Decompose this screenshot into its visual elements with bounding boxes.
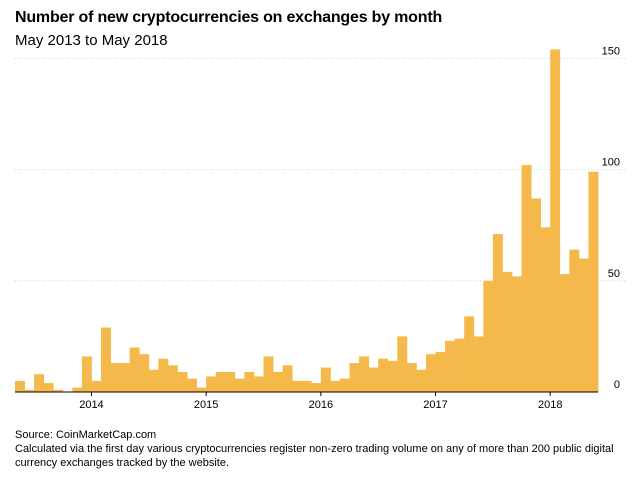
bar-2018-04 [578,258,589,392]
bar-2015-01 [206,376,217,392]
bar-2016-04 [349,363,360,392]
chart-title: Number of new cryptocurrencies on exchan… [15,9,443,26]
bar-2014-03 [110,363,121,392]
bar-2014-01 [91,380,102,392]
bar-2017-11 [531,198,542,392]
bar-2013-11 [72,387,83,392]
bar-2017-01 [435,351,446,392]
bar-chart: 0 50 100 150 2014 2015 2016 2017 2018 [15,45,626,411]
bar-2014-06 [139,354,150,392]
bar-2018-05 [588,171,599,392]
bar-2016-09 [397,336,408,392]
x-tick-label: 2018 [538,399,562,411]
bar-2014-08 [158,358,169,392]
bar-2013-12 [81,356,92,392]
bar-2018-03 [569,249,580,392]
bar-2014-07 [148,369,159,392]
bar-2017-12 [540,227,551,392]
bar-2018-01 [550,49,561,393]
source-note: Source: CoinMarketCap.com Calculated via… [15,428,625,470]
bar-2014-11 [187,378,197,392]
bar-2016-07 [378,358,389,392]
bar-2014-12 [196,387,207,392]
bar-2013-07 [34,374,45,392]
bar-2015-06 [253,376,264,392]
chart-subtitle: May 2013 to May 2018 [15,32,168,49]
bar-2016-03 [339,378,350,392]
bar-2014-10 [177,371,188,392]
y-tick-label: 150 [602,45,620,57]
x-tick-label: 2017 [423,399,447,411]
bar-2016-10 [406,363,417,392]
bar-2015-11 [301,380,312,392]
x-axis-ticks: 2014 2015 2016 2017 2018 [79,392,562,411]
bars [15,49,599,393]
bar-2015-03 [225,371,236,392]
bar-2015-10 [292,380,303,392]
y-tick-label: 100 [602,157,620,169]
bar-2016-08 [387,360,398,392]
source-line: Source: CoinMarketCap.com [15,429,157,441]
y-tick-label: 0 [614,379,620,391]
bar-2015-05 [244,371,255,392]
bar-2017-03 [454,338,465,392]
bar-2015-02 [215,371,226,392]
bar-2017-08 [502,271,513,392]
bar-2015-12 [311,383,322,392]
bar-2016-01 [320,367,331,392]
bar-2017-04 [464,316,475,392]
bar-2016-12 [425,354,436,392]
bar-2017-02 [445,340,456,392]
bar-2017-09 [511,276,522,392]
bar-2016-05 [359,356,370,392]
bar-2017-05 [473,336,484,392]
bar-2018-02 [559,274,570,392]
bar-2017-07 [492,234,503,392]
y-tick-label: 50 [608,268,620,280]
y-axis-ticks: 0 50 100 150 [602,45,620,391]
bar-2016-06 [368,367,379,392]
bar-2013-09 [53,389,64,392]
x-tick-label: 2014 [79,399,103,411]
bar-2013-06 [24,389,35,392]
bar-2014-09 [167,365,178,392]
bar-2016-11 [416,369,427,392]
bar-2014-04 [120,363,131,392]
methodology-note: Calculated via the first day various cry… [15,443,614,469]
bar-2014-05 [129,347,140,392]
bar-2015-04 [234,378,245,392]
bar-2017-06 [483,280,494,392]
bar-2013-05 [15,380,25,392]
bar-2017-10 [521,165,532,392]
bar-2015-09 [282,365,293,392]
x-tick-label: 2015 [194,399,218,411]
bar-2013-08 [43,383,54,392]
bar-2015-07 [263,356,274,392]
bar-2014-02 [101,327,111,392]
bar-2016-02 [330,380,341,392]
x-tick-label: 2016 [309,399,333,411]
bar-2015-08 [273,371,284,392]
